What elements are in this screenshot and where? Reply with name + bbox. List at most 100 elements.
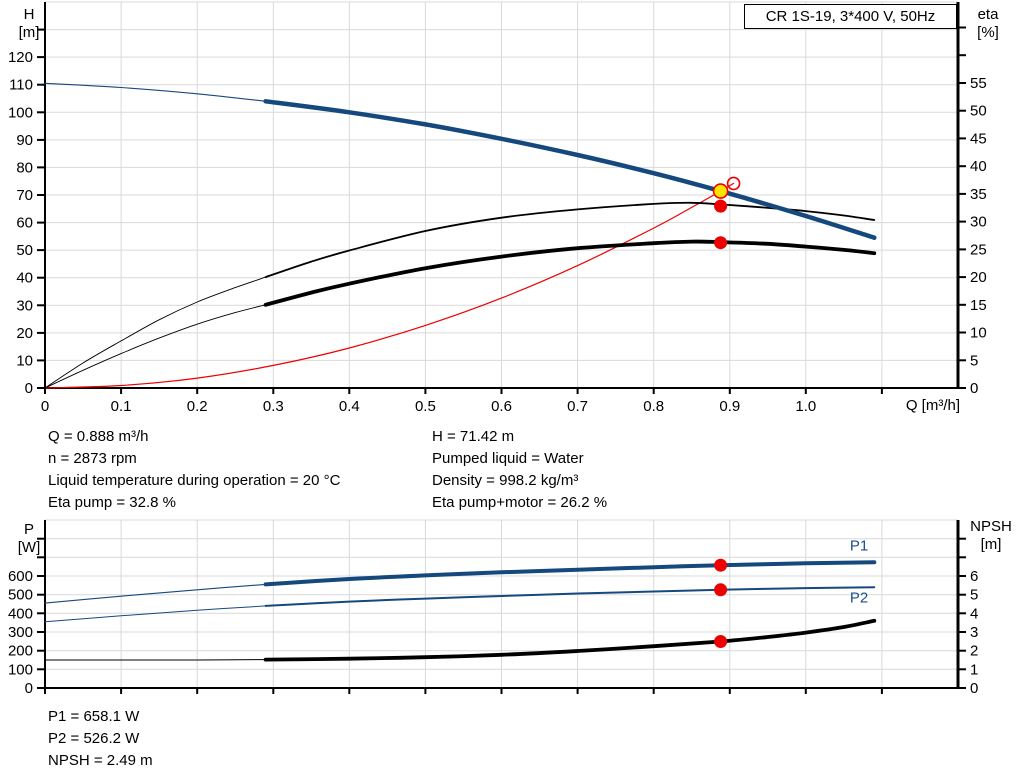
right-tick-label: 30: [970, 214, 987, 231]
eta-pump-motor-curve-thin: [44, 304, 267, 389]
duty-point-marker: [712, 183, 729, 199]
power-npsh-info: P1 = 658.1 W P2 = 526.2 W NPSH = 2.49 m: [48, 706, 153, 772]
left-tick-label: 90: [16, 132, 33, 149]
npsh-axis-title: NPSH [m]: [962, 518, 1020, 554]
h-axis-symbol: H: [23, 6, 35, 23]
x-tick-label: 1.0: [795, 398, 816, 415]
head-curve: [263, 99, 877, 240]
npsh-axis-symbol: NPSH: [970, 518, 1012, 535]
p2-power-curve: [264, 586, 876, 607]
left-tick-label: 300: [8, 624, 33, 641]
right-tick-label: 0: [970, 680, 978, 697]
left-tick-label: 20: [16, 325, 33, 342]
left-tick-label: 10: [16, 352, 33, 369]
qh-eta-chart: 0 0.1 0.2 0.3 0.4 0.5 0.6 0.7 0.8 0.9 1.0 0 10 20 30 40…: [8, 1, 987, 415]
p-axis-title: P [W]: [10, 521, 48, 557]
info-line: Eta pump = 32.8 %: [48, 494, 176, 511]
h-axis-title: H [m]: [10, 6, 48, 42]
p2-power-label: P2: [850, 590, 868, 607]
x-tick-label: 0.2: [187, 398, 208, 415]
p-axis-symbol: P: [23, 521, 34, 538]
q-axis-label: Q [m³/h]: [905, 397, 960, 414]
left-tick-label: 600: [8, 568, 33, 585]
right-tick-label: 15: [970, 297, 987, 314]
x-tick-label: 0.9: [719, 398, 740, 415]
p1-duty-marker: [714, 558, 728, 572]
p1-power-label: P1: [850, 537, 868, 554]
right-tick-label: 3: [970, 624, 978, 641]
right-tick-label: 1: [970, 661, 978, 678]
eta-pump-curve: [264, 201, 876, 278]
eta-pump-curve-thin: [44, 276, 267, 389]
left-tick-label: 30: [16, 297, 33, 314]
right-tick-label: 50: [970, 103, 987, 120]
left-tick-label: 70: [16, 187, 33, 204]
right-tick-label: 20: [970, 269, 987, 286]
left-tick-label: 60: [16, 215, 33, 232]
info-line: n = 2873 rpm: [48, 450, 137, 467]
eta-axis-title: eta [%]: [966, 6, 1010, 42]
left-tick-label: 400: [8, 605, 33, 622]
right-tick-label: 35: [970, 186, 987, 203]
eta-pump-motor-duty-marker: [714, 236, 728, 250]
x-tick-label: 0.4: [339, 398, 360, 415]
p-axis-unit: [W]: [17, 539, 41, 556]
right-tick-label: 45: [970, 130, 987, 147]
x-tick-label: 0.5: [415, 398, 436, 415]
right-tick-label: 0: [970, 380, 978, 397]
eta-axis-unit: [%]: [977, 24, 999, 41]
right-tick-label: 40: [970, 158, 987, 175]
x-tick-label: 0.6: [491, 398, 512, 415]
npsh-axis-unit: [m]: [980, 536, 1002, 553]
p1-power-curve-thin: [44, 583, 267, 604]
right-tick-label: 10: [970, 325, 987, 342]
info-line: Liquid temperature during operation = 20…: [48, 472, 341, 489]
x-tick-label: 0.8: [643, 398, 664, 415]
right-tick-label: 55: [970, 75, 987, 92]
left-tick-label: 100: [8, 104, 33, 121]
system-curve-curve: [44, 182, 735, 389]
left-tick-label: 40: [16, 270, 33, 287]
x-tick-label: 0.1: [111, 398, 132, 415]
eta-pump-motor-curve: [263, 239, 877, 307]
info-line: H = 71.42 m: [432, 428, 515, 445]
left-tick-label: 500: [8, 587, 33, 604]
right-tick-label: 2: [970, 643, 978, 660]
requested-duty-marker: [726, 176, 741, 191]
x-tick-label: 0: [41, 398, 49, 415]
right-tick-label: 6: [970, 568, 978, 585]
right-tick-label: 4: [970, 605, 978, 622]
right-tick-label: 5: [970, 587, 978, 604]
eta-pump-duty-marker: [714, 199, 728, 213]
info-line: Eta pump+motor = 26.2 %: [432, 494, 608, 511]
head-curve-thin: [44, 82, 267, 102]
left-tick-label: 50: [16, 242, 33, 259]
info-line: P1 = 658.1 W: [48, 708, 140, 725]
x-tick-label: 0.7: [567, 398, 588, 415]
right-tick-label: 25: [970, 241, 987, 258]
left-tick-label: 80: [16, 159, 33, 176]
p2-power-curve-thin: [44, 605, 267, 623]
left-tick-label: 100: [8, 661, 33, 678]
left-tick-label: 200: [8, 643, 33, 660]
eta-axis-symbol: eta: [977, 6, 999, 23]
info-line: NPSH = 2.49 m: [48, 752, 153, 769]
pump-title-box: CR 1S-19, 3*400 V, 50Hz: [744, 4, 957, 29]
right-tick-label: 5: [970, 352, 978, 369]
info-line: Q = 0.888 m³/h: [48, 428, 149, 445]
x-tick-label: 0.3: [263, 398, 284, 415]
left-tick-label: 0: [25, 680, 33, 697]
npsh-duty-marker: [714, 635, 728, 648]
left-tick-label: 0: [25, 380, 33, 397]
operating-info-left: Q = 0.888 m³/h n = 2873 rpm Liquid tempera…: [48, 426, 340, 514]
h-axis-unit: [m]: [18, 24, 40, 41]
info-line: Pumped liquid = Water: [432, 450, 584, 467]
info-line: Density = 998.2 kg/m³: [432, 472, 579, 489]
left-tick-label: 110: [9, 77, 33, 94]
p1-power-curve: [263, 560, 877, 587]
left-tick-label: 120: [8, 49, 33, 66]
npsh-curve: [263, 618, 877, 662]
operating-info-right: H = 71.42 m Pumped liquid = Water Density …: [432, 426, 607, 514]
